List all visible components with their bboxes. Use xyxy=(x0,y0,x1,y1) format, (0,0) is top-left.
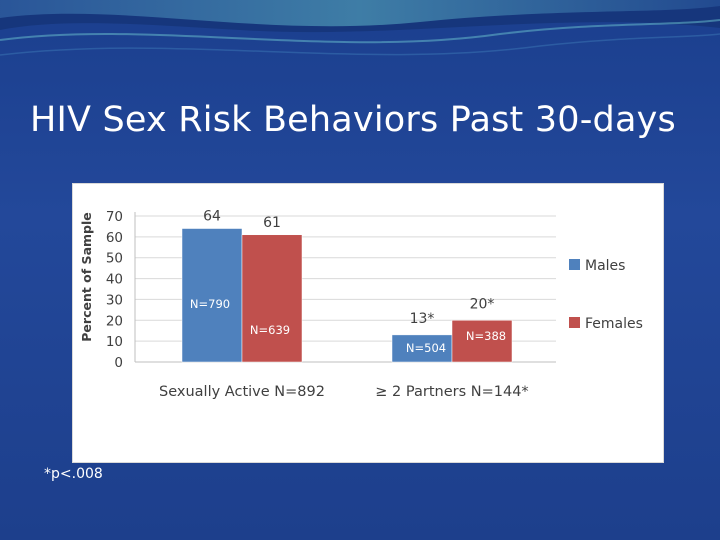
chart-panel xyxy=(72,183,664,463)
x-tick-label: ≥ 2 Partners N=144* xyxy=(375,384,528,400)
y-tick-label: 50 xyxy=(106,251,123,267)
bar-value-label: 13* xyxy=(410,311,435,327)
y-tick-label: 10 xyxy=(106,334,123,350)
bar-value-label: 64 xyxy=(203,209,221,225)
legend-swatch-males xyxy=(569,259,580,270)
bar-males-0 xyxy=(181,228,243,363)
bar-value-label: 20* xyxy=(470,296,495,312)
y-tick-label: 70 xyxy=(106,209,123,225)
bar-n-label: N=639 xyxy=(250,323,290,337)
y-tick-label: 30 xyxy=(106,292,123,308)
bar-n-label: N=790 xyxy=(190,297,230,311)
bar-females-0 xyxy=(241,234,303,363)
bar-males-1 xyxy=(391,334,453,363)
x-tick-label: Sexually Active N=892 xyxy=(159,384,325,400)
bar-n-label: N=388 xyxy=(466,329,506,343)
header-swoosh-decoration xyxy=(0,0,720,56)
bar-value-label: 61 xyxy=(263,215,281,231)
slide-title: HIV Sex Risk Behaviors Past 30-days xyxy=(30,100,676,140)
y-tick-label: 20 xyxy=(106,313,123,329)
bar-females-1 xyxy=(451,320,513,363)
footnote: *p<.008 xyxy=(44,466,103,482)
legend-swatch-females xyxy=(569,317,580,328)
bar-n-label: N=504 xyxy=(406,341,446,355)
y-tick-label: 0 xyxy=(114,355,123,371)
legend-label: Females xyxy=(585,316,643,332)
y-tick-label: 40 xyxy=(106,272,123,288)
y-tick-label: 60 xyxy=(106,230,123,246)
legend-label: Males xyxy=(585,258,625,274)
